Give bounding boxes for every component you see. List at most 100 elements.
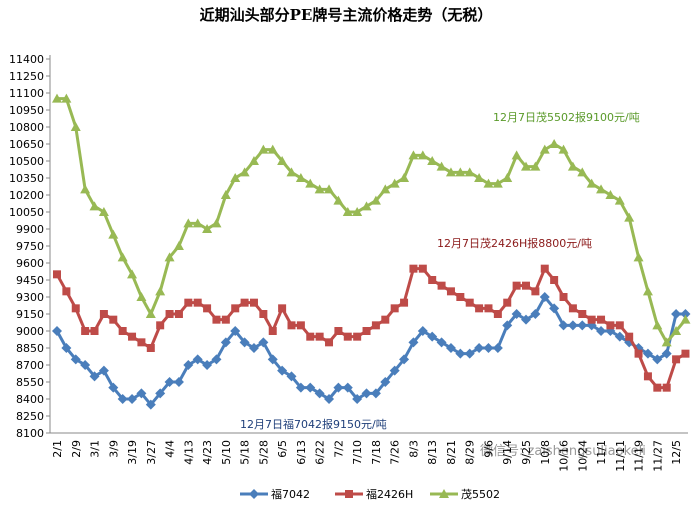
marker <box>567 320 578 331</box>
marker <box>456 293 465 301</box>
marker <box>540 264 549 273</box>
marker <box>418 264 427 273</box>
marker <box>333 195 344 205</box>
marker <box>80 360 91 370</box>
annotation: 12月7日福7042报9150元/吨 <box>240 417 387 431</box>
marker <box>230 173 241 182</box>
x-tick-label: 3/1 <box>89 440 102 458</box>
marker <box>464 348 475 359</box>
marker <box>530 161 541 171</box>
marker <box>474 173 485 182</box>
marker <box>596 184 607 194</box>
marker <box>70 122 81 131</box>
marker <box>633 252 644 262</box>
marker <box>249 298 258 307</box>
marker <box>417 326 428 336</box>
marker <box>164 252 175 262</box>
x-tick-label: 3/27 <box>145 440 158 465</box>
x-tick-label: 6/5 <box>276 440 289 458</box>
marker <box>605 190 616 199</box>
marker <box>672 355 681 364</box>
chart-title: 近期汕头部分PE牌号主流价格走势（无税） <box>200 6 493 24</box>
marker <box>567 161 578 171</box>
marker <box>661 337 672 347</box>
marker <box>361 388 372 399</box>
marker <box>539 292 550 302</box>
marker <box>146 344 155 352</box>
marker <box>530 309 541 319</box>
marker <box>305 178 316 188</box>
marker <box>183 360 194 370</box>
marker <box>399 173 410 182</box>
marker <box>53 270 61 279</box>
marker <box>203 304 212 313</box>
marker <box>128 332 137 341</box>
marker <box>408 337 419 348</box>
marker <box>212 315 221 324</box>
marker <box>465 298 474 307</box>
marker <box>522 281 530 290</box>
y-tick-label: 10500 <box>9 155 44 168</box>
marker <box>98 365 109 376</box>
y-tick-label: 9600 <box>16 257 44 270</box>
marker <box>578 310 587 318</box>
marker <box>89 371 100 382</box>
x-tick-label: 9/6 <box>482 440 495 458</box>
x-tick-label: 9/25 <box>520 440 533 465</box>
marker <box>334 327 343 335</box>
y-tick-label: 10200 <box>9 189 44 202</box>
marker <box>502 173 513 182</box>
marker <box>370 388 381 399</box>
marker <box>643 372 652 381</box>
marker <box>89 201 100 211</box>
marker <box>559 293 568 301</box>
y-tick-label: 8100 <box>16 427 44 440</box>
x-tick-label: 11/1 <box>595 440 608 465</box>
marker <box>184 298 193 307</box>
marker <box>248 343 259 353</box>
marker <box>211 218 222 228</box>
marker <box>136 388 147 399</box>
marker <box>558 320 569 331</box>
marker <box>436 161 447 171</box>
marker <box>662 383 671 392</box>
marker <box>483 343 494 353</box>
legend-marker <box>249 489 259 499</box>
y-tick-label: 11250 <box>9 70 44 83</box>
marker <box>464 167 475 177</box>
y-tick-label: 10800 <box>9 121 44 134</box>
marker <box>137 338 146 347</box>
y-tick-label: 9450 <box>16 274 44 287</box>
marker <box>305 382 316 393</box>
marker <box>325 338 334 347</box>
legend-label: 福2426H <box>366 487 413 501</box>
marker <box>258 144 269 154</box>
marker <box>202 224 213 233</box>
x-tick-label: 5/28 <box>257 440 270 465</box>
marker <box>240 298 249 307</box>
x-tick-label: 8/3 <box>407 440 420 458</box>
x-tick-label: 5/10 <box>220 440 233 465</box>
marker <box>173 377 184 387</box>
x-tick-label: 10/24 <box>576 440 589 472</box>
marker <box>417 150 428 160</box>
x-tick-label: 4/23 <box>201 440 214 465</box>
marker <box>306 332 315 341</box>
marker <box>502 320 513 331</box>
marker <box>61 343 72 353</box>
marker <box>558 144 569 154</box>
marker <box>400 298 409 307</box>
y-tick-label: 9000 <box>16 325 44 338</box>
marker <box>615 321 624 330</box>
marker <box>586 178 597 188</box>
marker <box>267 354 278 365</box>
marker <box>577 320 588 331</box>
marker <box>362 327 371 335</box>
marker <box>220 190 231 199</box>
marker <box>409 264 418 273</box>
series-line <box>57 97 687 345</box>
annotation: 12月7日茂5502报9100元/吨 <box>493 110 640 124</box>
marker <box>492 343 503 353</box>
y-tick-label: 9300 <box>16 291 44 304</box>
